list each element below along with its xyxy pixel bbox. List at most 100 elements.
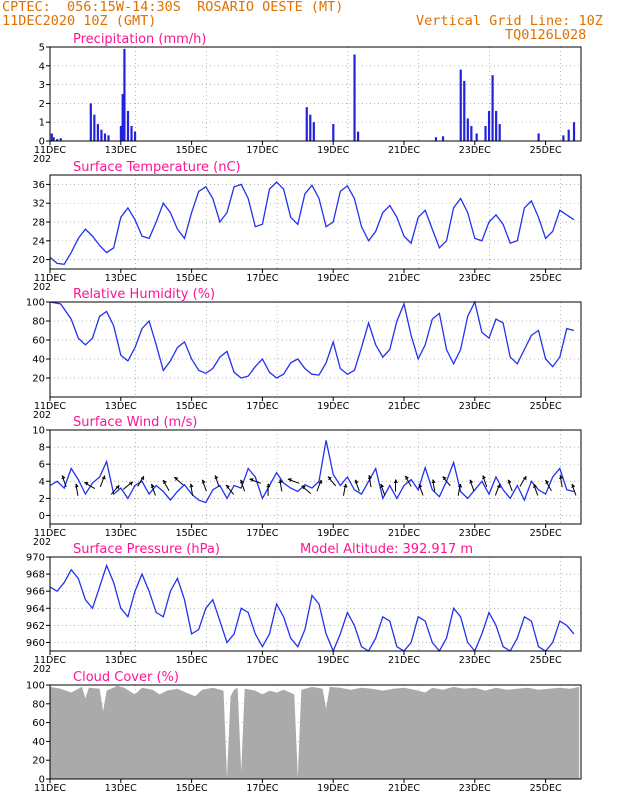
- y-tick-label: 28: [32, 218, 45, 229]
- header-source: CPTEC:: [2, 0, 51, 15]
- x-tick-label: 11DEC: [34, 783, 66, 794]
- y-tick-label: 3: [39, 80, 45, 91]
- y-tick-label: 2: [39, 494, 45, 505]
- y-tick-label: 966: [26, 587, 45, 598]
- panel-title: Precipitation (mm/h): [73, 32, 206, 47]
- wind-arrow: [327, 476, 337, 487]
- wind-arrow: [507, 479, 513, 492]
- precip-bar: [475, 133, 478, 141]
- wind-arrow: [239, 479, 246, 492]
- y-tick-label: 36: [32, 180, 45, 191]
- x-tick-label: 25DEC: [530, 528, 562, 539]
- wind-arrow: [532, 483, 539, 496]
- wind-arrow: [150, 483, 156, 496]
- x-tick-label: 23DEC: [459, 401, 491, 412]
- wind-arrow: [559, 475, 564, 488]
- precip-bar: [100, 129, 103, 141]
- y-tick-label: 80: [32, 699, 45, 710]
- panel-title: Surface Pressure (hPa): [73, 542, 220, 557]
- header-run-time: 11DEC2020 10Z (GMT): [2, 13, 157, 29]
- wind-arrow: [393, 479, 398, 492]
- x-tick-label: 15DEC: [176, 783, 208, 794]
- x-tick-label: 21DEC: [388, 655, 420, 666]
- wind-arrow: [367, 475, 372, 488]
- wind-arrow: [266, 483, 271, 496]
- x-tick-label: 19DEC: [317, 783, 349, 794]
- wind-arrow: [84, 482, 96, 489]
- wind-arrow: [249, 478, 262, 484]
- precip-bar: [123, 48, 126, 141]
- precip-bar: [89, 103, 92, 141]
- y-tick-label: 100: [26, 298, 45, 309]
- x-tick-label: 25DEC: [530, 273, 562, 284]
- wind-arrow: [316, 479, 323, 492]
- x-tick-label: 13DEC: [105, 145, 137, 156]
- y-tick-label: 60: [32, 336, 45, 347]
- panel-surface-temperature: 20 24 28 32 36 11DEC 13DEC 15DEC 17DEC 19DEC 21DEC…: [32, 160, 582, 293]
- x-tick-label: 21DEC: [388, 273, 420, 284]
- wind-arrow: [287, 478, 300, 484]
- surface-wind-line: [49, 440, 575, 504]
- y-tick-label: 2: [39, 99, 45, 110]
- x-tick-label: 17DEC: [246, 783, 278, 794]
- precip-bar: [96, 124, 99, 141]
- precip-bar: [572, 122, 576, 141]
- wind-arrow: [122, 481, 133, 490]
- panel-surface-wind: 0 2 4 6 8 10 11DEC 13DEC 15DEC 17DEC 19DEC 21DEC 23D…: [32, 415, 582, 548]
- y-tick-label: 100: [26, 681, 45, 692]
- y-tick-label: 60: [32, 718, 45, 729]
- precip-bar: [491, 75, 494, 141]
- panel-frame: [49, 684, 582, 780]
- precip-bar: [441, 136, 445, 141]
- x-tick-label: 17DEC: [246, 655, 278, 666]
- precip-bar: [121, 94, 124, 141]
- y-tick-label: 1: [39, 118, 45, 129]
- wind-arrow: [301, 485, 312, 495]
- header-line-1: CPTEC: 056:15W-14:30S ROSARIO OESTE (MT): [2, 0, 343, 14]
- precip-bar: [356, 131, 360, 141]
- wind-arrow: [469, 479, 475, 492]
- precip-bar: [484, 125, 487, 141]
- precip-bar: [434, 137, 438, 141]
- precip-bar: [498, 124, 501, 141]
- precip-bar: [487, 110, 491, 141]
- x-tick-label: 21DEC: [388, 145, 420, 156]
- x-tick-label: 19DEC: [317, 145, 349, 156]
- y-tick-label: 5: [39, 43, 45, 54]
- y-tick-label: 0: [39, 511, 45, 522]
- x-tick-label: 13DEC: [105, 528, 137, 539]
- precip-bar: [309, 114, 312, 141]
- wind-arrow: [201, 479, 207, 492]
- x-tick-label: 11DEC: [34, 528, 66, 539]
- wind-arrow: [418, 483, 424, 496]
- x-tick-label: 15DEC: [176, 401, 208, 412]
- wind-arrow: [519, 475, 527, 487]
- panel-title: Relative Humidity (%): [73, 287, 215, 302]
- precip-bar: [103, 133, 107, 141]
- wind-arrow: [482, 475, 488, 488]
- precip-bar: [495, 110, 498, 141]
- wind-arrow: [278, 479, 283, 492]
- x-tick-label: 13DEC: [105, 655, 137, 666]
- y-tick-label: 4: [39, 477, 45, 488]
- x-tick-label: 23DEC: [459, 145, 491, 156]
- panel-frame: [49, 429, 582, 525]
- wind-arrow: [74, 483, 79, 496]
- wind-arrow: [380, 483, 386, 496]
- precip-bar: [130, 125, 133, 141]
- precip-bar: [537, 133, 540, 141]
- x-tick-label: 23DEC: [459, 655, 491, 666]
- relative-humidity-line: [49, 300, 575, 379]
- wind-arrow: [431, 479, 436, 492]
- x-tick-sublabel: 202: [33, 154, 51, 165]
- y-tick-label: 32: [32, 199, 45, 210]
- precip-bar: [567, 129, 570, 141]
- header-grid-note: Vertical Grid Line: 10Z: [416, 13, 603, 29]
- x-tick-label: 15DEC: [176, 145, 208, 156]
- x-tick-label: 19DEC: [317, 528, 349, 539]
- precip-bar: [459, 69, 462, 141]
- wind-arrow: [494, 484, 501, 496]
- y-tick-label: 8: [39, 443, 45, 454]
- x-tick-label: 11DEC: [34, 401, 66, 412]
